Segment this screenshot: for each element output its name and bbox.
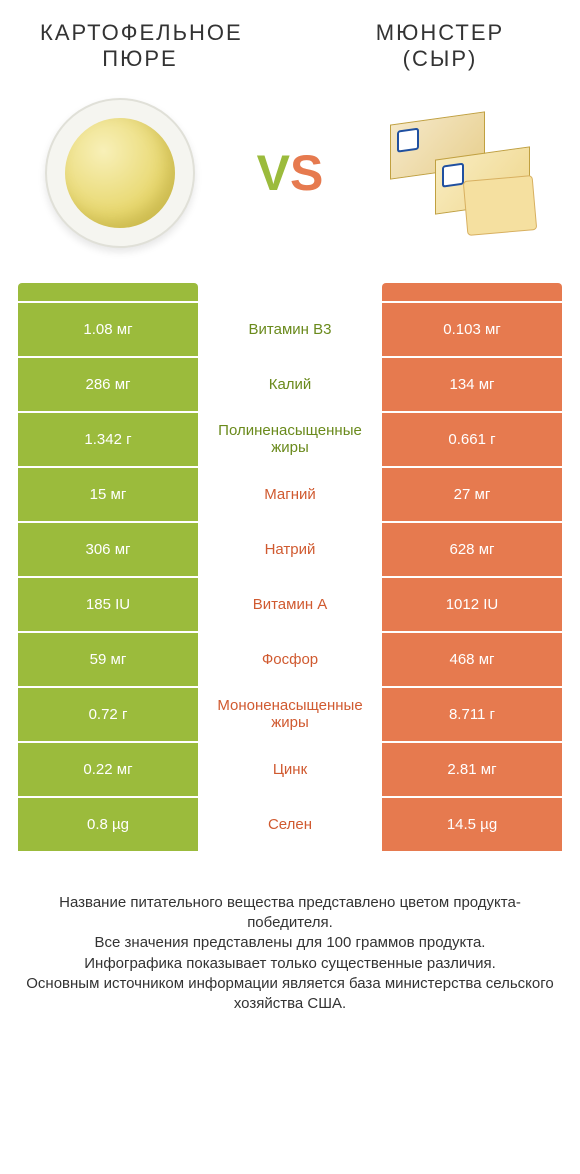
value-left: 185 IU — [18, 578, 198, 631]
table-row: 286 мгКалий134 мг — [18, 358, 562, 411]
value-left: 0.72 г — [18, 688, 198, 741]
nutrient-name: Калий — [198, 358, 382, 411]
value-right: 628 мг — [382, 523, 562, 576]
nutrient-name: Магний — [198, 468, 382, 521]
title-left: КАРТОФЕЛЬНОЕ ПЮРЕ — [40, 20, 240, 73]
value-left: 59 мг — [18, 633, 198, 686]
mashed-potato-icon — [65, 118, 175, 228]
header-strip-right — [382, 283, 562, 301]
table-row: 1.342 гПолиненасыщенные жиры0.661 г — [18, 413, 562, 466]
value-right: 8.711 г — [382, 688, 562, 741]
value-left: 15 мг — [18, 468, 198, 521]
table-row: 15 мгМагний27 мг — [18, 468, 562, 521]
nutrient-name: Мононенасыщенные жиры — [198, 688, 382, 741]
footer-line: Основным источником информации является … — [20, 974, 560, 1015]
comparison-table: 1.08 мгВитамин B30.103 мг286 мгКалий134 … — [0, 283, 580, 851]
vs-v-letter: V — [257, 145, 290, 201]
header-strip-left — [18, 283, 198, 301]
value-left: 286 мг — [18, 358, 198, 411]
value-right: 14.5 µg — [382, 798, 562, 851]
footer-line: Название питательного вещества представл… — [20, 893, 560, 934]
value-right: 0.661 г — [382, 413, 562, 466]
value-left: 1.342 г — [18, 413, 198, 466]
value-left: 306 мг — [18, 523, 198, 576]
cheese-icon — [380, 108, 540, 238]
vs-label: VS — [257, 144, 324, 202]
nutrient-name: Витамин B3 — [198, 303, 382, 356]
table-row: 0.8 µgСелен14.5 µg — [18, 798, 562, 851]
vs-s-letter: S — [290, 145, 323, 201]
value-right: 0.103 мг — [382, 303, 562, 356]
nutrient-name: Витамин A — [198, 578, 382, 631]
table-row: 0.22 мгЦинк2.81 мг — [18, 743, 562, 796]
nutrient-name: Фосфор — [198, 633, 382, 686]
vs-row: VS — [0, 83, 580, 283]
nutrient-name: Полиненасыщенные жиры — [198, 413, 382, 466]
table-row: 0.72 гМононенасыщенные жиры8.711 г — [18, 688, 562, 741]
value-right: 2.81 мг — [382, 743, 562, 796]
header: КАРТОФЕЛЬНОЕ ПЮРЕ МЮНСТЕР (СЫР) — [0, 0, 580, 83]
table-row: 59 мгФосфор468 мг — [18, 633, 562, 686]
table-row: 1.08 мгВитамин B30.103 мг — [18, 303, 562, 356]
value-right: 1012 IU — [382, 578, 562, 631]
table-header-strip — [18, 283, 562, 301]
nutrient-name: Цинк — [198, 743, 382, 796]
value-right: 134 мг — [382, 358, 562, 411]
value-right: 27 мг — [382, 468, 562, 521]
value-right: 468 мг — [382, 633, 562, 686]
table-row: 306 мгНатрий628 мг — [18, 523, 562, 576]
table-row: 185 IUВитамин A1012 IU — [18, 578, 562, 631]
value-left: 1.08 мг — [18, 303, 198, 356]
footer-notes: Название питательного вещества представл… — [0, 853, 580, 1015]
title-right: МЮНСТЕР (СЫР) — [340, 20, 540, 73]
nutrient-name: Селен — [198, 798, 382, 851]
product-image-left — [40, 93, 200, 253]
bowl-icon — [45, 98, 195, 248]
footer-line: Все значения представлены для 100 граммо… — [20, 933, 560, 953]
product-image-right — [380, 93, 540, 253]
value-left: 0.22 мг — [18, 743, 198, 796]
nutrient-name: Натрий — [198, 523, 382, 576]
value-left: 0.8 µg — [18, 798, 198, 851]
footer-line: Инфографика показывает только существенн… — [20, 954, 560, 974]
